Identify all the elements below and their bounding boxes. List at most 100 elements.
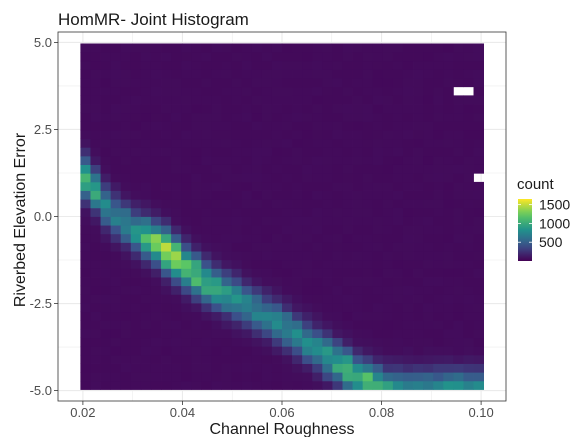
histogram-bin <box>423 95 434 105</box>
histogram-bin <box>241 242 253 252</box>
histogram-bin <box>150 69 162 79</box>
histogram-bin <box>292 129 303 140</box>
histogram-bin <box>292 69 303 79</box>
histogram-bin <box>171 216 182 226</box>
histogram-bin <box>201 164 212 174</box>
histogram-bin <box>150 155 162 165</box>
histogram-bin <box>221 147 232 157</box>
histogram-bin <box>322 69 333 79</box>
histogram-bin <box>80 173 91 183</box>
histogram-bin <box>362 69 374 79</box>
histogram-bin <box>332 190 343 200</box>
histogram-bin <box>161 277 172 287</box>
histogram-bin <box>332 354 343 364</box>
histogram-bin <box>161 138 172 148</box>
histogram-bin <box>463 320 474 330</box>
histogram-bin <box>161 320 172 330</box>
histogram-bin <box>402 60 414 70</box>
histogram-bin <box>100 372 112 382</box>
histogram-bin <box>302 216 313 226</box>
histogram-bin <box>292 190 303 200</box>
histogram-bin <box>352 199 364 209</box>
histogram-bin <box>110 129 122 140</box>
histogram-bin <box>110 199 122 209</box>
histogram-bin <box>312 285 323 295</box>
histogram-bin <box>201 225 212 235</box>
histogram-bin <box>362 380 374 390</box>
histogram-bin <box>443 69 454 79</box>
histogram-bin <box>322 328 333 339</box>
histogram-bin <box>90 112 101 122</box>
histogram-bin <box>161 52 172 62</box>
histogram-bin <box>443 190 454 200</box>
histogram-bin <box>161 268 172 278</box>
histogram-bin <box>292 303 303 313</box>
histogram-bin <box>282 268 293 278</box>
histogram-bin <box>423 233 434 243</box>
histogram-bin <box>473 242 484 252</box>
histogram-bin <box>201 363 212 373</box>
histogram-bin <box>271 164 283 174</box>
histogram-bin <box>241 207 253 217</box>
histogram-bin <box>402 216 414 226</box>
histogram-bin <box>251 112 263 122</box>
histogram-bin <box>443 285 454 295</box>
histogram-bin <box>382 337 394 347</box>
histogram-bin <box>271 129 283 140</box>
histogram-bin <box>100 303 112 313</box>
histogram-bin <box>90 138 101 148</box>
histogram-bin <box>231 86 243 96</box>
histogram-bin <box>241 173 253 183</box>
histogram-bin <box>100 328 112 339</box>
histogram-bin <box>332 60 343 70</box>
histogram-bin <box>443 354 454 364</box>
histogram-bin <box>100 277 112 287</box>
histogram-bin <box>463 147 474 157</box>
histogram-bin <box>80 52 91 62</box>
histogram-bin <box>312 190 323 200</box>
histogram-bin <box>90 251 101 261</box>
histogram-bin <box>90 181 101 191</box>
histogram-bin <box>362 303 374 313</box>
histogram-bin <box>372 251 384 261</box>
histogram-bin <box>312 43 323 53</box>
histogram-bin <box>423 207 434 217</box>
histogram-bin <box>443 225 454 235</box>
histogram-bin <box>211 112 222 122</box>
histogram-bin <box>140 285 152 295</box>
histogram-bin <box>402 242 414 252</box>
histogram-bin <box>90 380 101 390</box>
histogram-bin <box>443 155 454 165</box>
histogram-bin <box>80 354 91 364</box>
histogram-bin <box>231 363 243 373</box>
histogram-bin <box>231 95 243 105</box>
histogram-bin <box>191 277 202 287</box>
histogram-bin <box>171 303 182 313</box>
histogram-bin <box>332 181 343 191</box>
histogram-bin <box>191 372 202 382</box>
histogram-bin <box>392 328 404 339</box>
histogram-bin <box>382 294 394 304</box>
histogram-bin <box>110 363 122 373</box>
histogram-bin <box>80 259 91 269</box>
histogram-bin <box>140 121 152 131</box>
histogram-bin <box>352 380 364 390</box>
histogram-bin <box>282 346 293 356</box>
histogram-bin <box>271 60 283 70</box>
histogram-bin <box>231 251 243 261</box>
histogram-bin <box>453 354 464 364</box>
histogram-bin <box>261 155 273 165</box>
histogram-bin <box>312 277 323 287</box>
histogram-bin <box>261 190 273 200</box>
histogram-bin <box>211 311 222 321</box>
histogram-bin <box>231 164 243 174</box>
histogram-bin <box>382 207 394 217</box>
histogram-bin <box>392 233 404 243</box>
histogram-bin <box>362 43 374 53</box>
histogram-bin <box>463 233 474 243</box>
histogram-bin <box>231 277 243 287</box>
histogram-bin <box>302 251 313 261</box>
histogram-bin <box>221 69 232 79</box>
histogram-bin <box>443 112 454 122</box>
histogram-bin <box>312 164 323 174</box>
